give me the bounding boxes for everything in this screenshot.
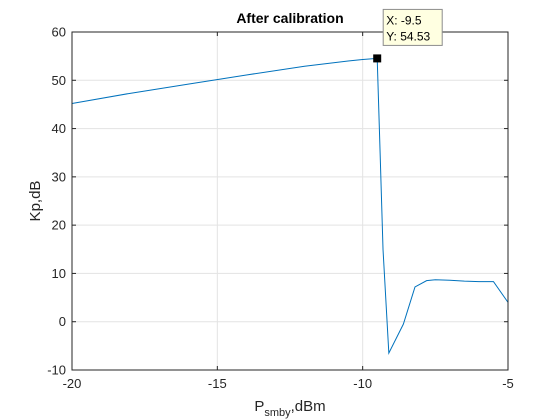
y-tick-label: 50 [52, 73, 66, 88]
x-tick-label: -15 [208, 376, 227, 391]
x-tick-label: -5 [502, 376, 514, 391]
y-tick-label: 20 [52, 218, 66, 233]
x-axis-label: Psmby,dBm [254, 398, 325, 419]
y-axis-label: Kp,dB [27, 181, 44, 222]
y-tick-label: 30 [52, 169, 66, 184]
x-tick-label: -20 [63, 376, 82, 391]
plot-area [72, 32, 508, 370]
datatip-marker[interactable] [373, 54, 382, 63]
x-axis-label-subscript: smby [264, 407, 291, 419]
y-tick-label: 0 [59, 314, 66, 329]
y-tick-label: 40 [52, 121, 66, 136]
y-tick-labels: -10 0 10 20 30 40 50 60 [47, 25, 66, 378]
datatip[interactable]: X: -9.5 Y: 54.53 [373, 8, 443, 63]
y-tick-label: -10 [47, 363, 66, 378]
datatip-y-text: Y: 54.53 [386, 29, 430, 43]
datatip-x-text: X: -9.5 [386, 13, 422, 27]
chart-title: After calibration [236, 10, 343, 26]
datatip-box [382, 8, 443, 46]
y-tick-label: 10 [52, 266, 66, 281]
x-tick-label: -10 [353, 376, 372, 391]
x-axis-label-suffix: ,dBm [291, 398, 326, 415]
ticks [71, 31, 509, 371]
series-layer [71, 57, 509, 356]
axes-box [71, 31, 509, 371]
series-line [71, 57, 509, 356]
x-axis-label-main: P [254, 398, 264, 415]
x-tick-labels: -20 -15 -10 -5 [63, 376, 514, 391]
y-tick-label: 60 [52, 25, 66, 40]
